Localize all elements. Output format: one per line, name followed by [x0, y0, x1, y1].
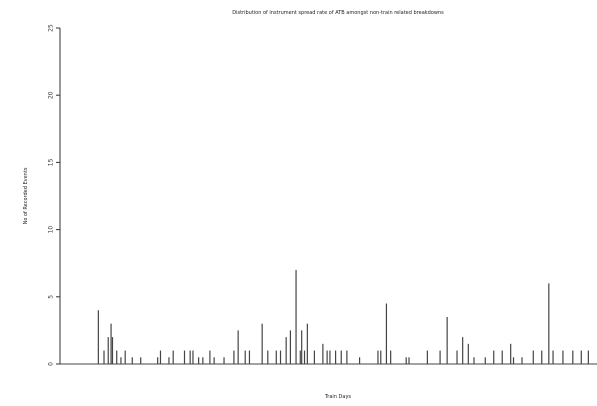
- bars: [97, 269, 589, 364]
- y-tick-label: 5: [48, 295, 55, 299]
- y-tick-label: 10: [48, 226, 55, 234]
- y-tick-label: 15: [48, 158, 55, 166]
- y-axis: 0 5 10 15 20 25: [48, 24, 61, 366]
- y-tick-label: 25: [48, 24, 55, 32]
- y-tick-label: 0: [48, 362, 55, 366]
- y-tick-label: 20: [48, 91, 55, 99]
- chart-title: Distribution of instrument spread rate o…: [232, 10, 444, 16]
- x-axis-label: Train Days: [324, 394, 351, 400]
- y-axis-label: No of Recorded Events: [23, 167, 29, 224]
